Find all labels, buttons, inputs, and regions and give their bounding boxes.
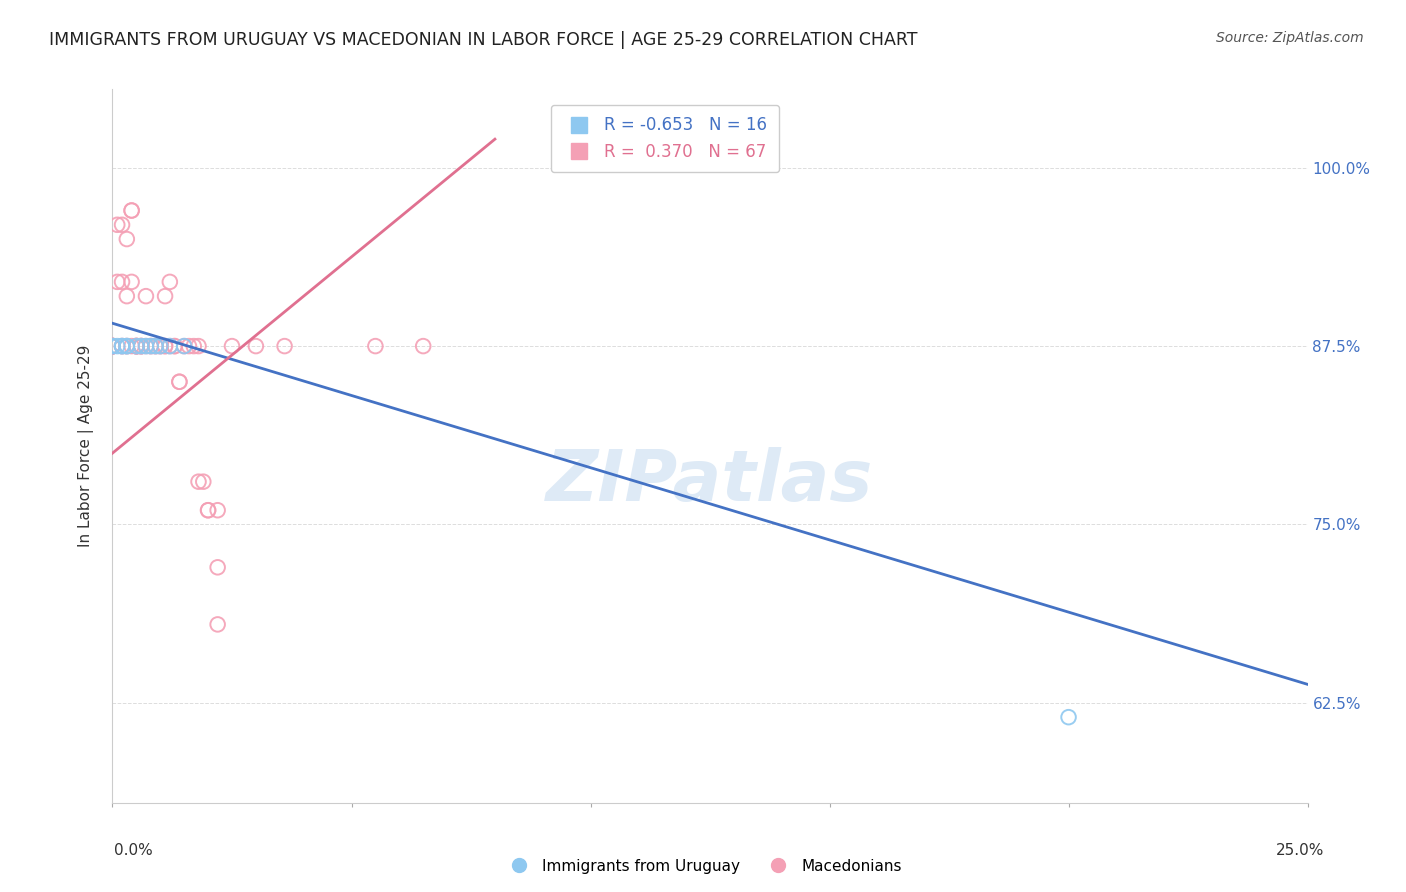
Text: Source: ZipAtlas.com: Source: ZipAtlas.com [1216,31,1364,45]
Point [129,339,152,353]
Point [135,289,157,303]
Text: 25.0%: 25.0% [1277,843,1324,858]
Point [115,339,138,353]
Point [139,339,162,353]
Point [145,339,167,353]
Point [101,339,124,353]
Point [115,339,138,353]
Point [129,339,152,353]
Point [197,503,219,517]
Point [121,339,143,353]
Point [149,339,172,353]
Legend: Immigrants from Uruguay, Macedonians: Immigrants from Uruguay, Macedonians [498,853,908,880]
Point [145,339,167,353]
Point [115,339,138,353]
Point [115,339,138,353]
Point [129,339,152,353]
Point [173,339,195,353]
Point [177,339,200,353]
Point [207,503,229,517]
Point [183,339,205,353]
Text: ZIPatlas: ZIPatlas [547,447,873,516]
Point [111,339,134,353]
Point [197,503,219,517]
Point [149,339,172,353]
Point [135,339,157,353]
Point [125,339,148,353]
Point [159,275,181,289]
Point [105,339,128,353]
Text: 0.0%: 0.0% [114,843,153,858]
Point [173,339,195,353]
Point [115,289,138,303]
Point [111,339,134,353]
Point [207,617,229,632]
Point [101,339,124,353]
Point [101,339,124,353]
Point [364,339,387,353]
Point [153,339,176,353]
Point [111,339,134,353]
Point [193,475,215,489]
Point [111,275,134,289]
Point [115,232,138,246]
Point [101,339,124,353]
Point [121,203,143,218]
Point [101,339,124,353]
Point [101,339,124,353]
Point [129,339,152,353]
Point [101,339,124,353]
Point [159,339,181,353]
Point [273,339,295,353]
Point [221,339,243,353]
Point [1057,710,1080,724]
Point [101,339,124,353]
Point [125,339,148,353]
Point [111,339,134,353]
Point [139,339,162,353]
Y-axis label: In Labor Force | Age 25-29: In Labor Force | Age 25-29 [77,345,94,547]
Point [125,339,148,353]
Point [129,339,152,353]
Point [245,339,267,353]
Point [125,339,148,353]
Point [169,375,191,389]
Point [135,339,157,353]
Point [153,339,176,353]
Point [121,275,143,289]
Point [101,339,124,353]
Point [163,339,186,353]
Point [105,275,128,289]
Text: IMMIGRANTS FROM URUGUAY VS MACEDONIAN IN LABOR FORCE | AGE 25-29 CORRELATION CHA: IMMIGRANTS FROM URUGUAY VS MACEDONIAN IN… [49,31,918,49]
Point [111,218,134,232]
Point [121,203,143,218]
Point [101,339,124,353]
Point [101,339,124,353]
Point [412,339,434,353]
Point [125,339,148,353]
Point [125,339,148,353]
Point [145,339,167,353]
Point [207,560,229,574]
Point [163,339,186,353]
Point [187,475,209,489]
Point [169,375,191,389]
Point [125,339,148,353]
Point [187,339,209,353]
Point [139,339,162,353]
Point [159,339,181,353]
Legend: R = -0.653   N = 16, R =  0.370   N = 67: R = -0.653 N = 16, R = 0.370 N = 67 [551,104,779,172]
Point [153,289,176,303]
Point [105,218,128,232]
Point [149,339,172,353]
Point [101,339,124,353]
